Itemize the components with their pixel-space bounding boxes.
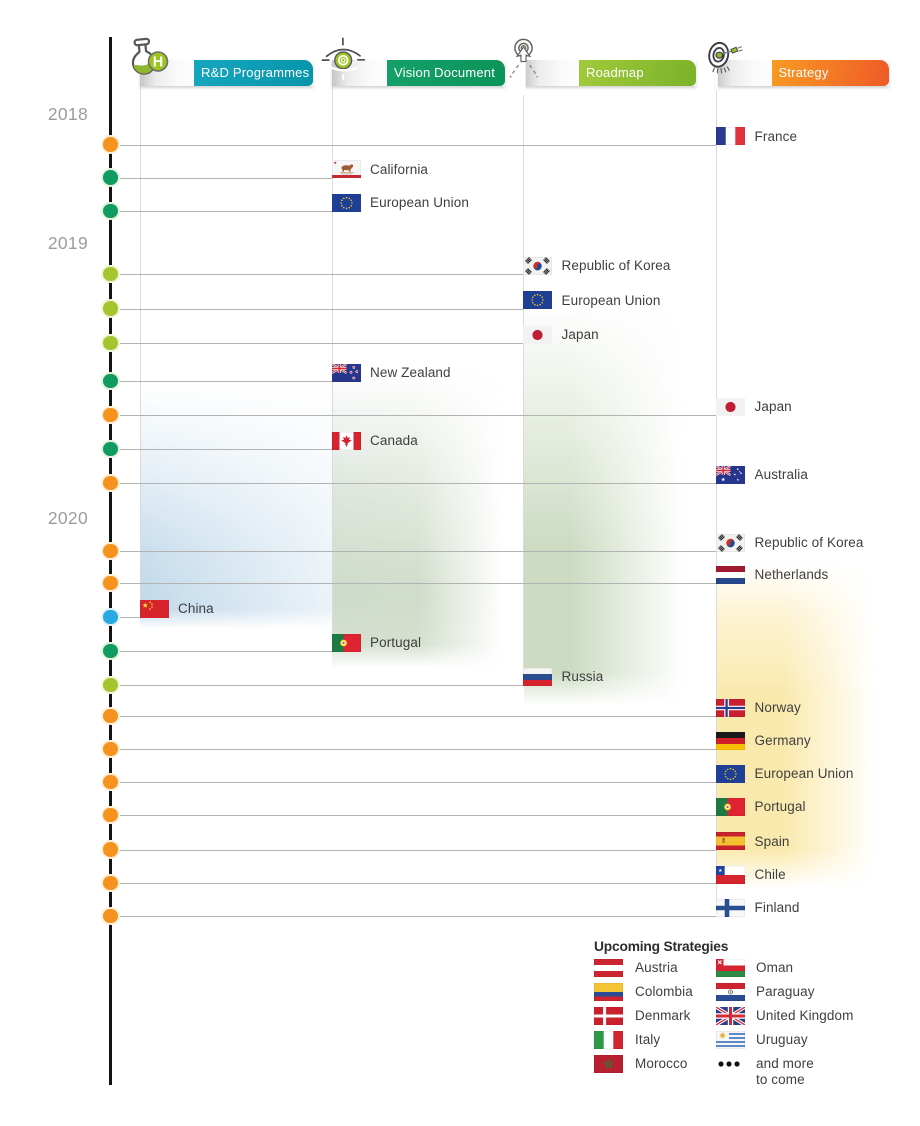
svg-text:H: H bbox=[153, 55, 163, 71]
